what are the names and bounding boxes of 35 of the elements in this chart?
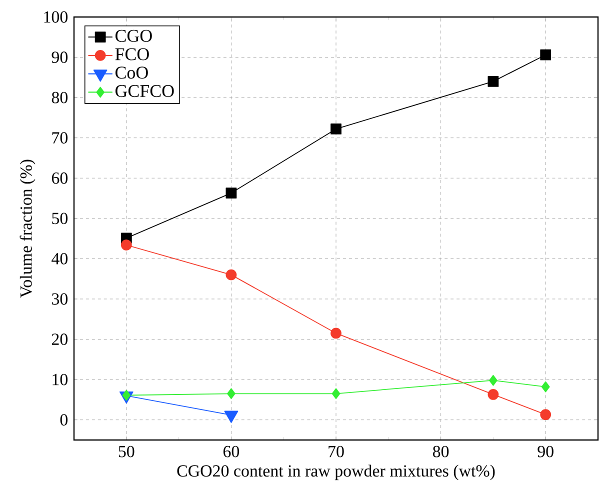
point <box>489 374 498 386</box>
legend-label: CGO <box>116 30 152 42</box>
x-tick-label: 80 <box>432 446 449 458</box>
point <box>226 188 237 198</box>
point <box>488 76 499 87</box>
y-tick-label: 60 <box>52 172 68 184</box>
y-tick-label: 70 <box>52 132 68 144</box>
x-tick-label: 70 <box>328 446 344 458</box>
x-tick-label: 90 <box>538 446 554 458</box>
y-axis-title: Volume fraction (%) <box>20 160 36 298</box>
point <box>540 49 552 60</box>
x-axis-title: CGO20 content in raw powder mixtures (wt%) <box>177 464 495 480</box>
legend-label: CoO <box>116 66 148 79</box>
point <box>330 124 342 134</box>
y-tick-label: 100 <box>44 11 68 23</box>
point <box>541 381 550 392</box>
point <box>540 409 552 420</box>
legend-label: GCFCO <box>116 85 174 98</box>
point <box>488 389 499 400</box>
y-tick-label: 0 <box>60 414 68 426</box>
legend-label: FCO <box>115 48 149 60</box>
x-tick-label: 60 <box>223 446 240 458</box>
point <box>332 388 340 400</box>
y-tick-label: 10 <box>52 374 68 386</box>
point <box>330 328 342 339</box>
y-tick-label: 50 <box>52 212 68 224</box>
point <box>120 240 132 250</box>
y-tick-label: 30 <box>52 293 68 305</box>
y-tick-label: 80 <box>52 92 68 104</box>
y-tick-label: 40 <box>52 252 68 264</box>
point <box>227 388 236 400</box>
x-tick-label: 50 <box>118 446 134 458</box>
y-tick-label: 20 <box>52 334 68 345</box>
point <box>226 269 237 280</box>
y-tick-label: 90 <box>52 52 68 63</box>
